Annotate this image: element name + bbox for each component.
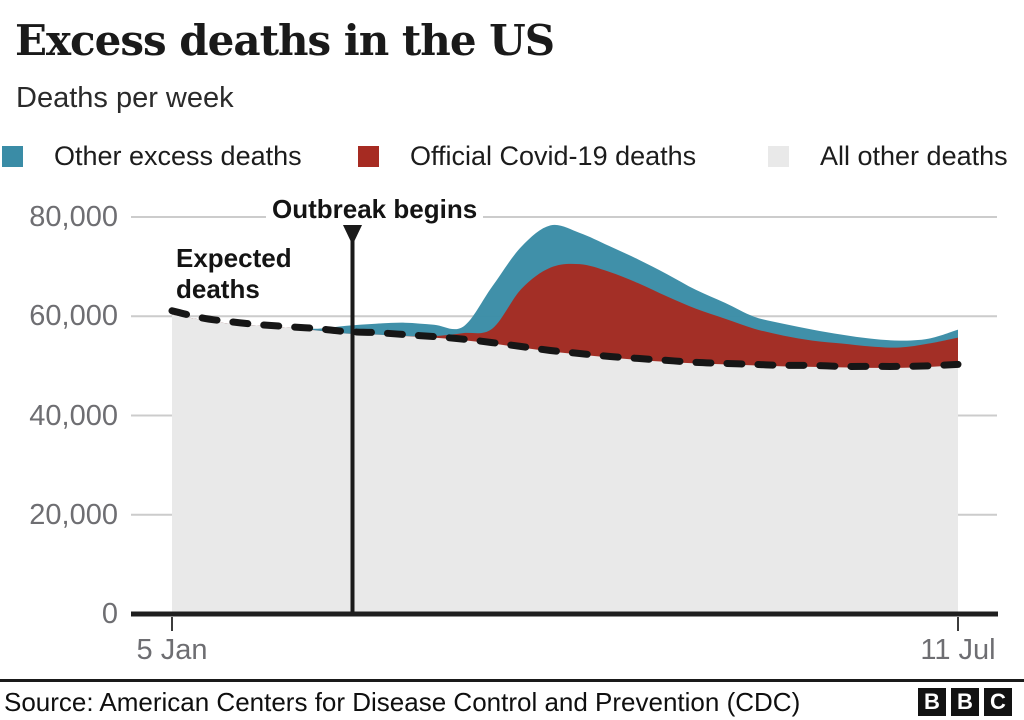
bbc-logo-letter-1: B: [918, 688, 946, 716]
y-axis-label: 80,000: [29, 201, 118, 233]
outbreak-marker-down-triangle-icon: [342, 224, 363, 245]
source-text: Source: American Centers for Disease Con…: [4, 687, 801, 717]
bbc-logo-letter-3: C: [984, 688, 1012, 716]
legend-item-all-other: All other deaths: [768, 141, 1008, 172]
legend-label-covid: Official Covid-19 deaths: [410, 141, 697, 171]
legend-item-other-excess: Other excess deaths: [2, 141, 302, 172]
y-axis-label: 40,000: [29, 400, 118, 432]
y-axis-label: 0: [101, 598, 118, 630]
bbc-logo: B B C: [918, 688, 1012, 716]
area-all-other-deaths: [172, 314, 958, 614]
expected-deaths-dashed-line: [168, 307, 962, 370]
area-covid-deaths: [172, 263, 958, 614]
page-title: Excess deaths in the US: [15, 16, 555, 65]
legend-label-other-excess: Other excess deaths: [54, 141, 302, 171]
y-axis-label: 60,000: [29, 300, 118, 332]
legend-label-all-other: All other deaths: [820, 141, 1008, 171]
legend-swatch-other-excess-icon: [2, 146, 23, 167]
footer-divider: [0, 679, 1024, 682]
legend-swatch-all-other-icon: [768, 146, 789, 167]
y-axis-label: 20,000: [29, 499, 118, 531]
x-axis-ticks: [171, 617, 959, 631]
x-axis-label: 11 Jul: [920, 634, 996, 666]
x-axis-label: 5 Jan: [136, 634, 208, 666]
chart-subtitle: Deaths per week: [16, 82, 234, 114]
legend-item-covid: Official Covid-19 deaths: [358, 141, 696, 172]
annotation-outbreak-begins: Outbreak begins: [266, 194, 484, 225]
legend-swatch-covid-icon: [358, 146, 379, 167]
annotation-expected-deaths: Expected deaths: [176, 243, 292, 304]
bbc-logo-letter-2: B: [951, 688, 979, 716]
